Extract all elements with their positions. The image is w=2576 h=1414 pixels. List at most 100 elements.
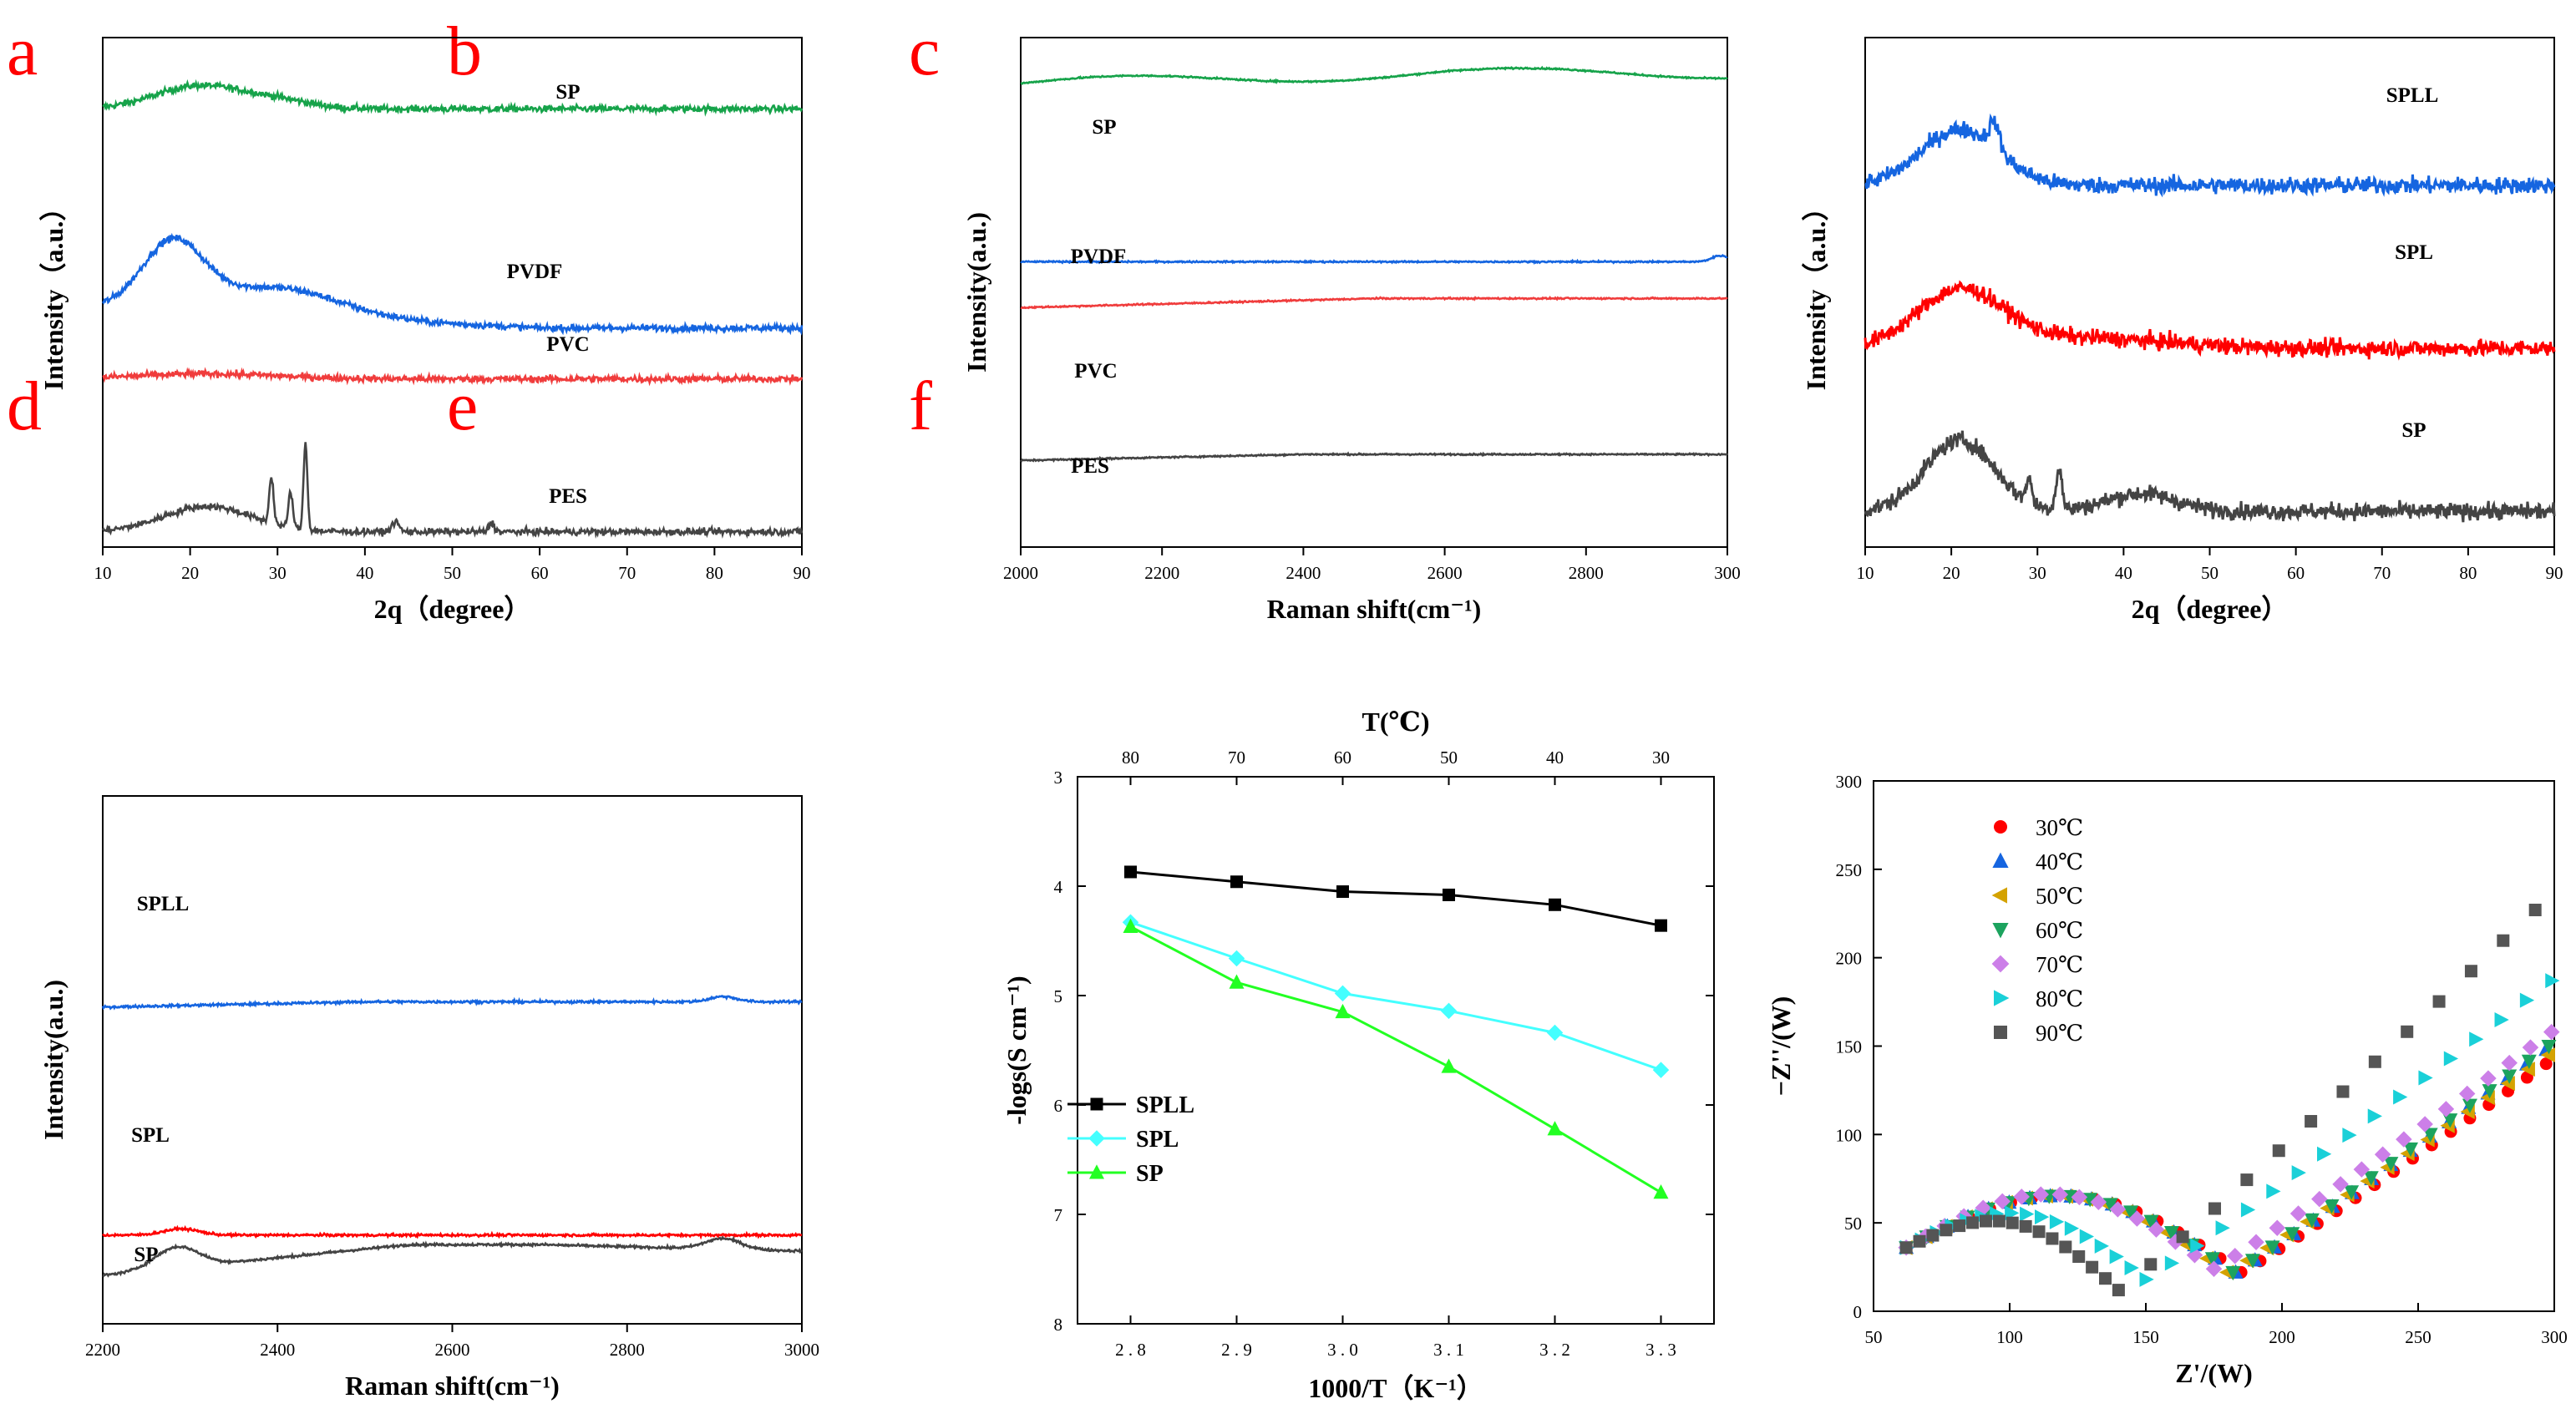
panel-a: 10 20 30 40 50 60 70 80 90 2q（degree） Intensity（a.… [38,37,811,624]
series-90c-point [1992,1214,2006,1228]
x-tick-label: 2400 [260,1340,295,1360]
x-tick-label: 2800 [610,1340,645,1360]
series-90c-point [2144,1258,2158,1271]
series-sp-point [1335,1003,1351,1019]
series-60c-point [2403,1142,2419,1158]
y-axis-label: Intensity（a.u.） [1801,195,1831,391]
x-tick-label: 3000 [784,1340,819,1360]
panel-e: 2 . 8 80 2 . 9 70 3 . 0 60 3 . 1 50 3 . 2 40 3 . 3… [1001,707,1715,1403]
x-tick-label: 2800 [1569,563,1604,583]
x-tick-label: 80 [706,563,723,583]
top-x-tick-label: 60 [1334,748,1351,768]
series-80c-point [2215,1220,2230,1236]
series-spl-line [1130,920,1661,1072]
legend-60c-label: 60℃ [2036,918,2083,943]
series-60c-point [2502,1069,2518,1084]
series-50c-point [2540,1047,2555,1063]
x-tick-label: 30 [269,563,287,583]
series-70c-point [2396,1131,2412,1148]
y-axis-label: Intensity(a.u.) [38,980,68,1140]
series-80c-point [2469,1031,2484,1047]
series-label-pvc: PVC [546,333,589,356]
series-80c-point [2443,1051,2459,1067]
x-tick-label: 10 [1857,563,1874,583]
series-80c-point [2190,1238,2205,1254]
series-60c-point [2482,1084,2497,1099]
series-80c-point [2124,1259,2139,1275]
series-sp-line [102,79,804,117]
y-tick-label: 8 [1054,1315,1063,1335]
series-90c-point [2099,1272,2112,1285]
series-90c-point [2240,1173,2254,1187]
series-90c-point [2497,934,2510,947]
series-70c-point [2013,1188,2031,1205]
series-60c-point [2264,1240,2280,1255]
series-sp-point [1123,918,1138,933]
series-70c-point [2522,1039,2539,1056]
series-90c-point [2032,1225,2046,1239]
series-spl-point [1334,985,1351,1002]
series-90c-point [1953,1219,1966,1233]
series-sp-line [1864,430,2556,523]
x-tick-label: 50 [1865,1327,1883,1347]
series-70c-point [2032,1186,2050,1203]
series-70c-point [2437,1101,2455,1118]
series-pvc-line [102,367,804,387]
legend-spl-marker [1088,1130,1105,1147]
series-spll-point [1336,885,1349,899]
series-spll-point [1124,865,1137,879]
series-60c-point [2123,1205,2139,1220]
series-80c-point [2393,1089,2408,1105]
y-tick-label: 250 [1836,860,1863,880]
series-90c-point [1899,1241,1913,1254]
legend-90c-label: 90℃ [2036,1021,2083,1046]
series-90c-point [1940,1224,1953,1237]
series-80c-point [2317,1146,2332,1162]
y-tick-label: 0 [1853,1302,1863,1322]
series-70c-point [2289,1205,2307,1222]
series-80c-point [2079,1229,2095,1244]
series-70c-point [2374,1146,2391,1163]
series-pvdf-line [101,232,804,336]
series-80c-point [2109,1249,2124,1264]
x-tick-label: 50 [2201,563,2219,583]
y-axis-label: −Z''/(W) [1766,996,1796,1097]
series-90c-point [2086,1260,2099,1274]
series-70c-point [2480,1070,2497,1087]
y-tick-label: 150 [1836,1037,1863,1057]
x-axis-label: 2q（degree） [2132,594,2289,624]
series-90c-point [2272,1144,2285,1158]
x-tick-label: 2200 [1144,563,1179,583]
series-70c-point [2416,1116,2433,1133]
series-60c-point [2143,1214,2159,1229]
series-label-pvdf: PVDF [1071,246,1127,268]
x-tick-label: 10 [94,563,112,583]
series-spll-line [101,995,803,1011]
top-x-tick-label: 80 [1122,748,1139,768]
x-tick-label: 20 [181,563,199,583]
x-tick-label: 90 [2546,563,2563,583]
x-tick-label: 3 . 3 [1645,1340,1676,1360]
panel-label-d: d [7,367,42,445]
series-60c-point [2225,1265,2241,1281]
series-90c-point [1926,1229,1940,1242]
legend-40c-marker [1992,852,2009,868]
series-80c-point [2519,992,2535,1008]
x-tick-label: 30 [2029,563,2046,583]
series-70c-point [2543,1023,2560,1041]
x-tick-label: 300 [1714,563,1741,583]
y-tick-label: 3 [1054,768,1063,788]
series-70c-point [2332,1176,2349,1193]
panel-c: 10 20 30 40 50 60 70 80 90 2q（degree） Intensity（a.… [1801,37,2563,624]
series-70c-point [2458,1085,2476,1102]
series-label-pes: PES [549,485,587,508]
x-tick-label: 70 [2373,563,2391,583]
series-50c-point [2520,1062,2535,1077]
series-90c-point [2208,1202,2222,1215]
y-tick-label: 4 [1054,877,1063,897]
series-90c-point [2432,995,2446,1008]
legend-spll-marker [1090,1097,1103,1111]
panel-label-c: c [909,13,941,90]
series-spll-point [1549,898,1561,911]
